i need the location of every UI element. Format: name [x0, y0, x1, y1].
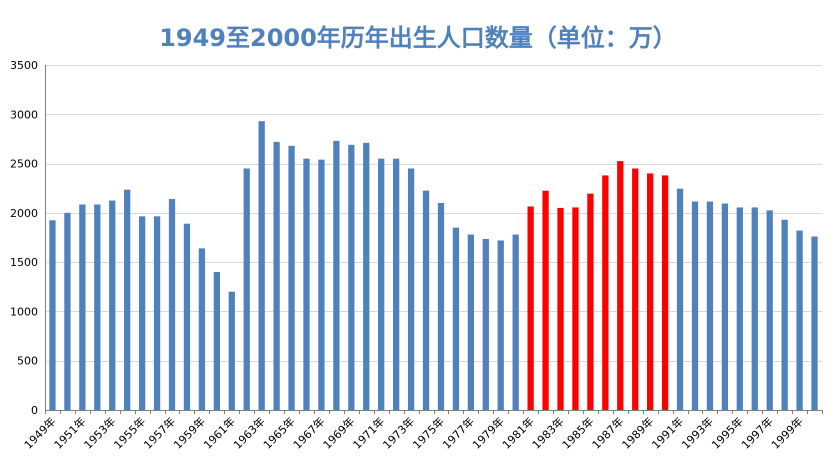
bar-1960年	[213, 272, 220, 410]
bar-2000年	[811, 236, 818, 410]
x-tick-label: 1949年	[21, 414, 58, 451]
grid-lines	[45, 65, 822, 362]
x-tick-label: 1979年	[469, 414, 506, 451]
x-tick-label: 1961年	[200, 414, 237, 451]
bar-1968年	[333, 140, 340, 410]
bar-1953年	[109, 200, 116, 410]
x-tick-label: 1989年	[619, 414, 656, 451]
bar-1961年	[228, 291, 235, 410]
x-tick-label: 1951年	[51, 414, 88, 451]
bar-1999年	[796, 230, 803, 410]
bar-1988年	[632, 168, 639, 410]
bar-1992年	[691, 201, 699, 410]
bar-1954年	[124, 189, 131, 410]
bar-1996年	[751, 207, 758, 410]
x-tick-label: 1975年	[410, 414, 447, 451]
x-tick-label: 1995年	[708, 414, 745, 451]
bar-1970年	[363, 142, 370, 410]
bar-1964年	[273, 141, 280, 410]
bar-1951年	[79, 204, 86, 410]
x-tick-label: 1973年	[380, 414, 417, 451]
bar-1962年	[243, 168, 250, 410]
y-tick-label: 0	[31, 404, 38, 417]
bar-1963年	[258, 121, 265, 410]
bar-1982年	[542, 190, 549, 410]
bars	[49, 121, 818, 410]
y-tick-label: 3000	[10, 108, 38, 121]
bar-1995年	[736, 207, 743, 410]
x-tick-label: 1971年	[350, 414, 387, 451]
bar-1985年	[587, 193, 594, 410]
bar-1966年	[303, 158, 310, 410]
bar-1990年	[661, 175, 669, 410]
bar-1994年	[721, 203, 729, 410]
x-tick-label: 1963年	[230, 414, 267, 451]
x-tick-label: 1999年	[768, 414, 805, 451]
bar-1976年	[452, 227, 460, 410]
bar-1987年	[617, 161, 624, 410]
bar-1958年	[183, 223, 191, 410]
x-tick-label: 1953年	[81, 414, 118, 451]
y-tick-label: 3500	[10, 59, 38, 72]
bar-1983年	[557, 207, 564, 410]
x-tick-label: 1985年	[559, 414, 596, 451]
x-tick-label: 1955年	[111, 414, 148, 451]
x-tick-label: 1977年	[440, 414, 477, 451]
bar-1950年	[64, 212, 71, 410]
bar-1967年	[318, 159, 325, 410]
y-axis-tick-labels: 0 500 1000 1500 2000 2500 3000 3500	[10, 59, 38, 417]
bar-1980年	[512, 234, 519, 410]
y-tick-label: 2500	[10, 158, 38, 171]
bar-1955年	[138, 216, 146, 410]
bar-1989年	[647, 173, 654, 410]
x-tick-label: 1959年	[171, 414, 208, 451]
bar-1979年	[497, 240, 504, 410]
bar-1978年	[482, 238, 489, 410]
axes	[45, 65, 823, 414]
x-tick-label: 1993年	[679, 414, 716, 451]
bar-1965年	[288, 145, 295, 410]
bar-1973年	[407, 168, 415, 410]
bar-1991年	[676, 188, 684, 410]
bar-1949年	[49, 220, 56, 410]
bar-1975年	[437, 203, 445, 410]
x-tick-label: 1967年	[290, 414, 327, 451]
bar-1998年	[781, 219, 788, 410]
bar-1972年	[393, 158, 400, 410]
x-tick-label: 1957年	[141, 414, 178, 451]
bar-1997年	[766, 210, 773, 410]
x-tick-label: 1981年	[499, 414, 536, 451]
bar-1957年	[168, 199, 176, 410]
bar-1986年	[602, 175, 609, 410]
bar-1971年	[378, 158, 385, 410]
bar-1969年	[348, 144, 355, 410]
x-tick-label: 1997年	[738, 414, 775, 451]
x-tick-label: 1991年	[649, 414, 686, 451]
chart-title: 1949至2000年历年出生人口数量（单位：万）	[159, 24, 677, 52]
x-axis-tick-labels: 1949年1951年1953年1955年1957年1959年1961年1963年…	[21, 414, 806, 451]
y-tick-label: 500	[17, 355, 38, 368]
x-tick-label: 1983年	[529, 414, 566, 451]
bar-1993年	[706, 201, 714, 410]
y-tick-label: 1000	[10, 305, 38, 318]
bar-1956年	[153, 216, 161, 410]
bar-1952年	[94, 204, 101, 410]
bar-1977年	[467, 234, 474, 410]
x-tick-label: 1969年	[320, 414, 357, 451]
bar-1959年	[198, 248, 206, 410]
x-tick-label: 1965年	[260, 414, 297, 451]
bar-1981年	[527, 206, 534, 410]
bar-1984年	[572, 207, 579, 410]
x-tick-label: 1987年	[589, 414, 626, 451]
y-tick-label: 1500	[10, 256, 38, 269]
y-tick-label: 2000	[10, 207, 38, 220]
bar-1974年	[422, 190, 430, 410]
